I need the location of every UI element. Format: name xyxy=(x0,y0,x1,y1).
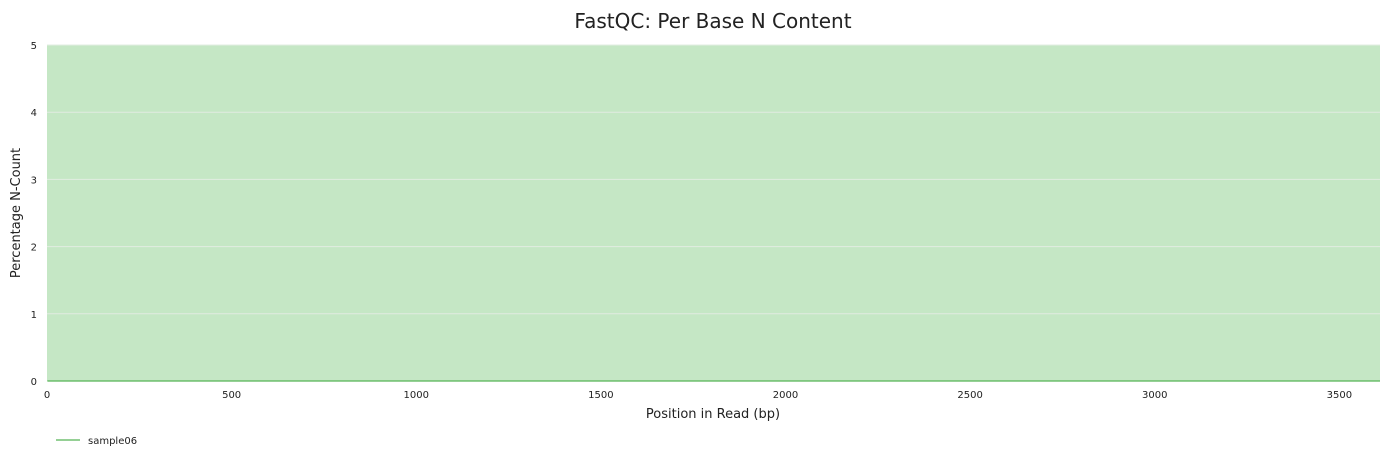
x-tick-label-1: 500 xyxy=(222,390,241,401)
x-tick-label-0: 0 xyxy=(44,390,50,401)
legend-label-0: sample06 xyxy=(88,436,137,447)
y-tick-label-4: 4 xyxy=(31,108,37,119)
x-tick-label-4: 2000 xyxy=(773,390,798,401)
x-tick-label-7: 3500 xyxy=(1327,390,1352,401)
y-axis-label: Percentage N-Count xyxy=(9,148,24,278)
y-tick-label-1: 1 xyxy=(31,310,37,321)
x-tick-label-2: 1000 xyxy=(404,390,429,401)
chart-title: FastQC: Per Base N Content xyxy=(574,9,851,33)
y-tick-label-2: 2 xyxy=(31,243,37,254)
y-tick-label-3: 3 xyxy=(31,175,37,186)
x-tick-label-5: 2500 xyxy=(957,390,982,401)
pass-band xyxy=(47,45,1380,381)
x-tick-label-6: 3000 xyxy=(1142,390,1167,401)
legend: sample06 xyxy=(56,436,137,447)
x-axis-label: Position in Read (bp) xyxy=(646,407,780,422)
x-tick-label-3: 1500 xyxy=(588,390,613,401)
x-axis-ticks: 0 500 1000 1500 2000 2500 3000 3500 xyxy=(44,390,1352,401)
y-tick-label-0: 0 xyxy=(31,377,37,388)
plot-area xyxy=(47,44,1380,382)
y-axis-ticks: 0 1 2 3 4 5 xyxy=(31,41,37,388)
y-tick-label-5: 5 xyxy=(31,41,37,52)
grid-lines xyxy=(47,44,1380,315)
